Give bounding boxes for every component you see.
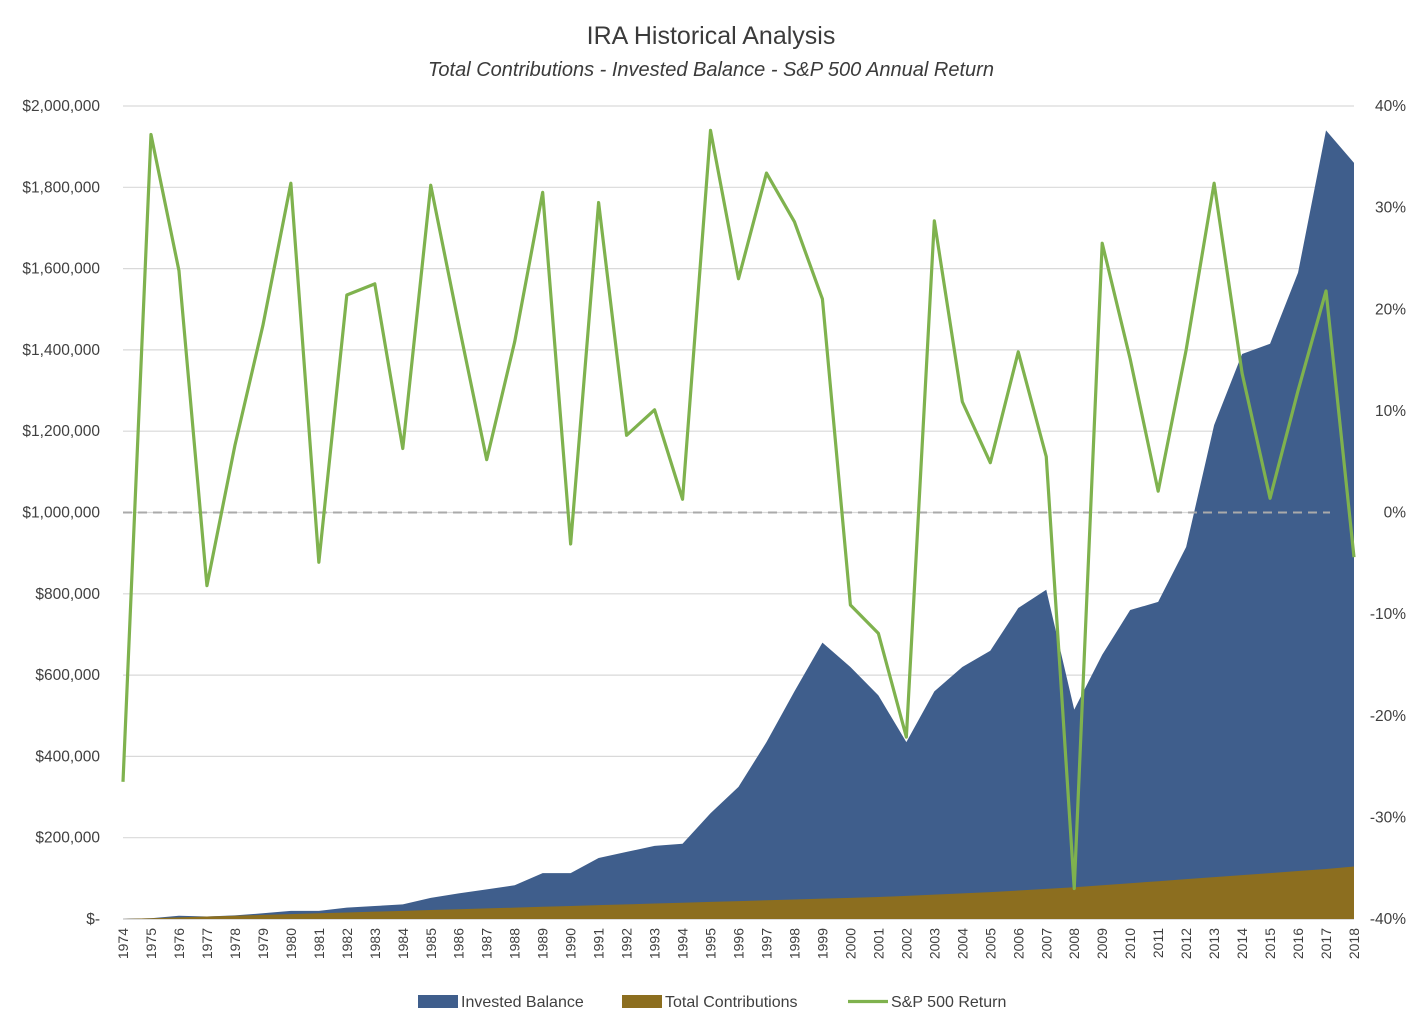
chart-subtitle: Total Contributions - Invested Balance -… (428, 59, 994, 81)
left-axis-ticks: $- $200,000 $400,000 $600,000 $800,000 $1,000… (22, 98, 100, 928)
x-tick-label: 2016 (1290, 928, 1306, 959)
left-tick-label: $1,800,000 (22, 179, 100, 196)
x-tick-label: 1975 (143, 928, 159, 959)
x-tick-label: 1994 (675, 928, 691, 959)
x-tick-label: 2009 (1094, 928, 1110, 959)
x-tick-label: 1977 (199, 928, 215, 959)
x-tick-label: 2000 (842, 928, 858, 959)
area-invested-balance (123, 130, 1354, 919)
right-tick-label: 20% (1375, 301, 1406, 318)
x-tick-label: 2001 (870, 928, 886, 959)
legend-label: S&P 500 Return (891, 994, 1006, 1011)
x-tick-label: 1986 (451, 928, 467, 959)
left-tick-label: $200,000 (35, 830, 100, 847)
line-series (121, 128, 1356, 891)
x-tick-label: 2018 (1346, 928, 1362, 959)
right-axis-ticks: -40% -30% -20% -10% 0% 10% 20% 30% 40% (1370, 98, 1406, 928)
x-tick-label: 1991 (591, 928, 607, 959)
right-tick-label: 40% (1375, 98, 1406, 115)
right-tick-label: 30% (1375, 200, 1406, 217)
x-tick-label: 1988 (507, 928, 523, 959)
x-tick-label: 2013 (1206, 928, 1222, 959)
x-tick-label: 1982 (339, 928, 355, 959)
x-tick-label: 1974 (115, 928, 131, 959)
x-tick-label: 1996 (731, 928, 747, 959)
x-tick-label: 2008 (1066, 928, 1082, 959)
x-tick-label: 2011 (1150, 928, 1166, 958)
x-tick-label: 1979 (255, 928, 271, 959)
right-tick-label: 10% (1375, 403, 1406, 420)
x-tick-label: 1985 (423, 928, 439, 959)
left-tick-label: $800,000 (35, 586, 100, 603)
legend-swatch (418, 995, 458, 1008)
right-tick-label: -30% (1370, 809, 1406, 826)
x-tick-label: 1997 (758, 928, 774, 959)
x-axis-ticks: 1974 1975 1976 1977 1978 1979 1980 1981 1982 1983… (115, 928, 1362, 959)
legend-swatch (622, 995, 662, 1008)
x-tick-label: 1978 (227, 928, 243, 959)
x-tick-label: 2014 (1234, 928, 1250, 959)
x-tick-label: 1976 (171, 928, 187, 959)
x-tick-label: 1987 (479, 928, 495, 959)
left-tick-label: $1,000,000 (22, 505, 100, 522)
x-tick-label: 1992 (619, 928, 635, 959)
x-tick-label: 2007 (1038, 928, 1054, 959)
right-tick-label: -10% (1370, 606, 1406, 623)
left-tick-label: $1,200,000 (22, 423, 100, 440)
x-tick-label: 2012 (1178, 928, 1194, 959)
left-tick-label: $2,000,000 (22, 98, 100, 115)
area-total-contributions (123, 866, 1354, 919)
x-tick-label: 2017 (1318, 928, 1334, 959)
right-tick-label: -20% (1370, 708, 1406, 725)
left-tick-label: $1,600,000 (22, 261, 100, 278)
x-tick-label: 1999 (814, 928, 830, 959)
legend: Invested Balance Total Contributions S&P 5… (418, 994, 1006, 1011)
x-tick-label: 1983 (367, 928, 383, 959)
x-tick-label: 2005 (982, 928, 998, 959)
x-tick-label: 2015 (1262, 928, 1278, 959)
x-tick-label: 1980 (283, 928, 299, 959)
legend-label: Invested Balance (461, 994, 584, 1011)
right-tick-label: -40% (1370, 911, 1406, 928)
left-tick-label: $400,000 (35, 748, 100, 765)
right-tick-label: 0% (1384, 505, 1407, 522)
x-tick-label: 2004 (954, 928, 970, 959)
x-tick-label: 1990 (563, 928, 579, 959)
x-tick-label: 1981 (311, 928, 327, 959)
area-series (123, 130, 1354, 919)
x-tick-label: 1993 (647, 928, 663, 959)
x-tick-label: 2003 (926, 928, 942, 959)
left-tick-label: $1,400,000 (22, 342, 100, 359)
x-tick-label: 1998 (786, 928, 802, 959)
chart-title: IRA Historical Analysis (587, 22, 836, 50)
left-tick-label: $600,000 (35, 667, 100, 684)
x-tick-label: 1995 (703, 928, 719, 959)
x-tick-label: 2006 (1010, 928, 1026, 959)
left-tick-label: $- (86, 911, 100, 928)
x-tick-label: 1989 (535, 928, 551, 959)
x-tick-label: 2010 (1122, 928, 1138, 959)
legend-label: Total Contributions (665, 994, 798, 1011)
x-tick-label: 2002 (898, 928, 914, 959)
x-tick-label: 1984 (395, 928, 411, 959)
